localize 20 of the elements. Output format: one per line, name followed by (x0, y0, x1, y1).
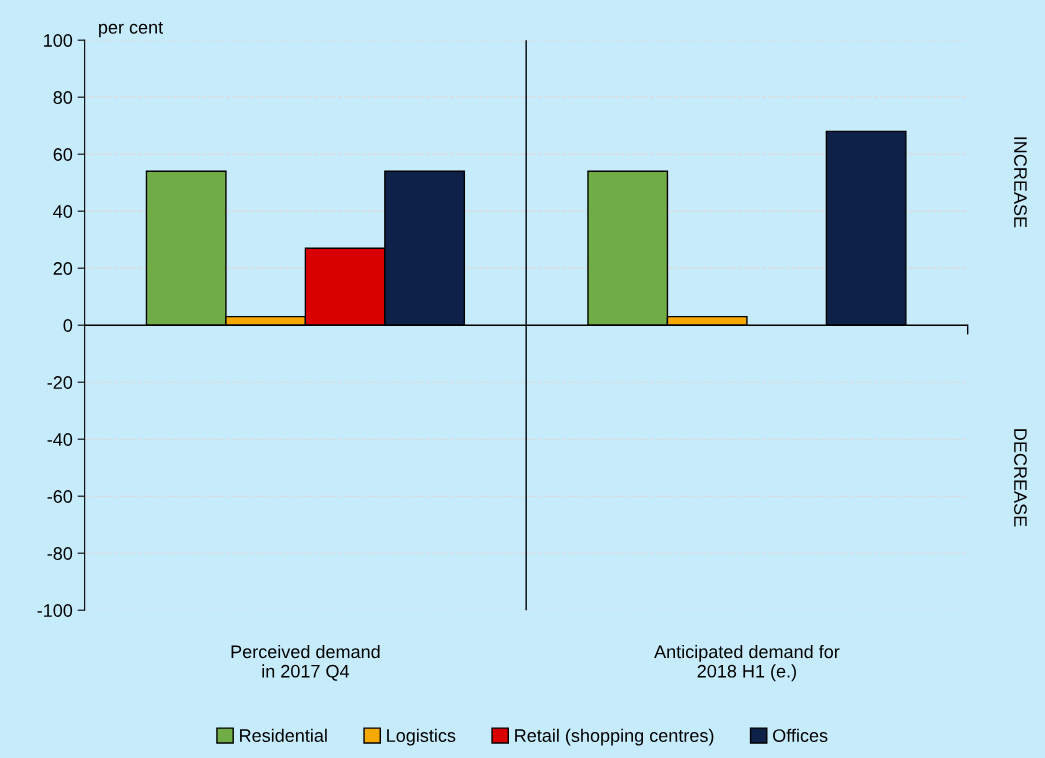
y-tick-label: 40 (53, 205, 73, 218)
y-tick-label: 100 (44, 34, 73, 47)
y-tick-label: 20 (53, 262, 73, 275)
y-tick-label: 60 (53, 148, 73, 161)
y-tick-label: 80 (53, 91, 73, 104)
y-tick-label: -80 (47, 547, 73, 560)
text: INCREASE (1014, 137, 1027, 228)
legend-label: Offices (773, 728, 828, 742)
x-tick-label: Perceived demand in 2017 Q4 (231, 644, 380, 681)
y-tick-label: 0 (63, 319, 73, 332)
y-tick-label: -60 (47, 490, 73, 503)
y-tick-label: -20 (47, 376, 73, 389)
y-tick-label: -40 (47, 433, 73, 446)
y-axis-title: per cent (99, 21, 163, 38)
y-tick-label: -100 (37, 604, 73, 617)
legend-label: Retail (shopping centres) (515, 728, 714, 746)
legend-label: Logistics (387, 728, 456, 746)
x-tick-label: Anticipated demand for 2018 H1 (e.) (654, 644, 840, 682)
text: DECREASE (1014, 429, 1027, 527)
legend-label: Residential (240, 728, 327, 742)
